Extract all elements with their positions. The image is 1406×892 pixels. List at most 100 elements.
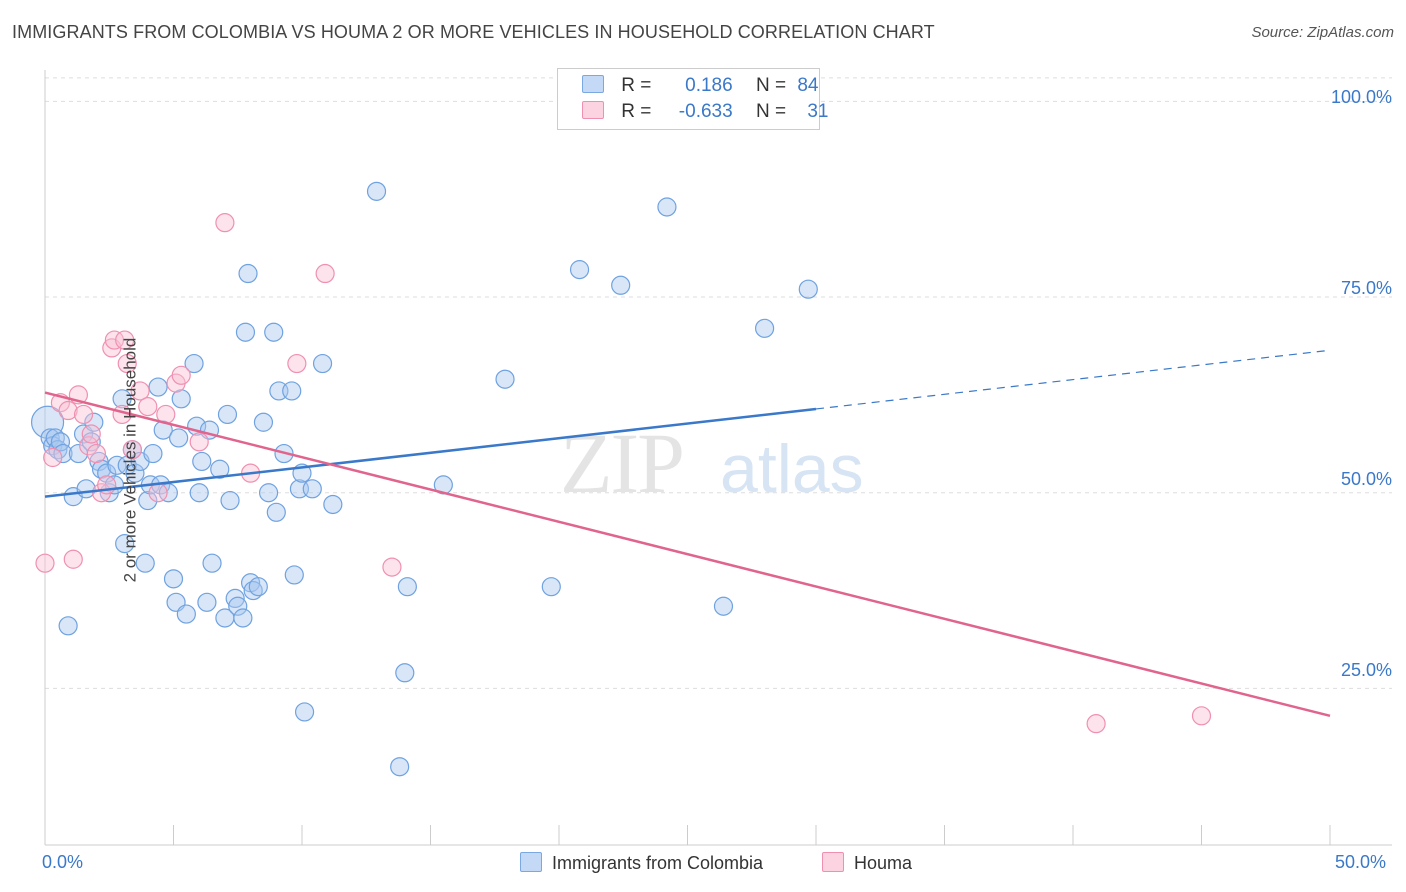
series-legend-label-colombia: Immigrants from Colombia: [552, 853, 764, 873]
point-colombia-58: [253, 412, 274, 432]
series-legend-swatch-houma: [822, 852, 844, 872]
series-colombia-points: [30, 181, 818, 777]
point-colombia-84: [390, 757, 410, 777]
point-colombia-1: [40, 428, 60, 448]
point-colombia-21: [115, 534, 135, 554]
y-tick-label-100: 100.0%: [1330, 87, 1392, 107]
watermark: ZIP atlas: [560, 415, 864, 511]
point-houma-1: [43, 447, 63, 468]
y-tick-label-25: 25.0%: [1340, 660, 1392, 680]
point-colombia-20: [112, 389, 132, 409]
source-label: Source: ZipAtlas.com: [1251, 24, 1394, 41]
legend-row-houma: R = -0.633 N = 31: [582, 101, 828, 127]
trend-lines: [44, 349, 1331, 718]
point-colombia-59: [258, 483, 279, 503]
legend-swatch-houma: [582, 101, 604, 119]
point-colombia-38: [176, 604, 196, 624]
point-houma-9: [86, 443, 107, 464]
point-houma-20: [148, 483, 168, 503]
point-houma-30: [1086, 714, 1106, 734]
point-houma-3: [58, 400, 78, 421]
point-colombia-19: [107, 455, 127, 475]
y-tick-label-75: 75.0%: [1340, 278, 1392, 298]
point-colombia-34: [163, 569, 184, 589]
point-houma-4: [63, 549, 83, 569]
point-houma-23: [171, 365, 191, 385]
point-colombia-71: [323, 494, 343, 515]
point-colombia-77: [541, 577, 561, 597]
point-colombia-27: [138, 490, 158, 511]
point-houma-17: [122, 440, 142, 460]
point-colombia-24: [125, 463, 145, 483]
point-colombia-5: [50, 432, 71, 452]
point-colombia-49: [220, 490, 240, 511]
point-colombia-54: [238, 263, 258, 284]
point-colombia-76: [495, 369, 515, 389]
trend-line-colombia-extension: [815, 349, 1331, 410]
point-colombia-64: [282, 381, 302, 401]
y-axis-label: 2 or more Vehicles in Household: [120, 337, 140, 583]
point-colombia-29: [143, 443, 163, 464]
point-colombia-80: [657, 197, 677, 217]
point-colombia-57: [248, 577, 268, 597]
point-colombia-68: [294, 702, 315, 722]
point-colombia-73: [395, 663, 415, 683]
point-houma-6: [73, 404, 94, 425]
point-colombia-51: [228, 596, 248, 616]
point-houma-19: [138, 397, 158, 417]
point-houma-16: [117, 353, 137, 374]
point-colombia-46: [210, 459, 230, 479]
legend-n-label: N =: [755, 75, 787, 96]
point-colombia-41: [189, 483, 209, 503]
point-houma-27: [287, 353, 307, 374]
chart-title: IMMIGRANTS FROM COLOMBIA VS HOUMA 2 OR M…: [12, 22, 935, 42]
point-houma-8: [81, 424, 101, 444]
point-colombia-52: [233, 608, 253, 628]
point-colombia-61: [266, 502, 286, 522]
y-tick-label-50: 50.0%: [1340, 469, 1392, 489]
point-colombia-74: [397, 577, 417, 597]
legend-n-label: N =: [755, 101, 787, 122]
legend-r-value: 0.186: [685, 75, 733, 96]
legend-swatch-colombia: [582, 75, 604, 93]
point-colombia-36: [169, 428, 189, 448]
point-colombia-50: [225, 588, 245, 609]
point-colombia-14: [89, 451, 109, 472]
point-houma-13: [104, 330, 124, 350]
point-colombia-13: [84, 412, 104, 432]
point-houma-15: [115, 330, 135, 350]
series-legend-label-houma: Houma: [854, 853, 913, 873]
legend-r-label: R =: [621, 101, 652, 122]
legend-n-value: 31: [807, 101, 829, 122]
point-houma-18: [130, 381, 150, 401]
point-colombia-78: [569, 260, 590, 280]
point-houma-24: [189, 432, 209, 452]
point-colombia-30: [148, 377, 168, 397]
point-colombia-83: [798, 279, 818, 299]
point-houma-28: [315, 263, 335, 284]
axes: [44, 70, 1392, 846]
point-colombia-48: [217, 404, 238, 425]
legend-row-colombia: R = 0.186 N = 84: [582, 75, 818, 101]
point-houma-25: [215, 213, 235, 233]
correlation-legend: R = 0.186 N = 84 R = -0.633 N = 31: [557, 68, 828, 130]
series-legend-colombia: Immigrants from Colombia: [520, 852, 763, 874]
point-houma-29: [382, 557, 402, 577]
legend-r-label: R =: [621, 75, 652, 96]
point-colombia-43: [197, 592, 217, 612]
point-colombia-65: [284, 565, 304, 585]
point-houma-31: [1191, 706, 1212, 726]
point-colombia-45: [202, 553, 222, 573]
point-colombia-39: [184, 353, 204, 374]
point-houma-0: [35, 553, 55, 573]
point-colombia-69: [302, 479, 322, 499]
watermark-zip: ZIP: [560, 415, 683, 511]
legend-r-value: -0.633: [678, 101, 733, 122]
point-colombia-60: [264, 322, 284, 342]
x-tick-label-min: 0.0%: [42, 852, 84, 872]
series-legend-houma: Houma: [822, 852, 912, 874]
point-colombia-72: [366, 181, 387, 201]
point-colombia-6: [53, 443, 73, 464]
point-colombia-26: [135, 553, 155, 573]
